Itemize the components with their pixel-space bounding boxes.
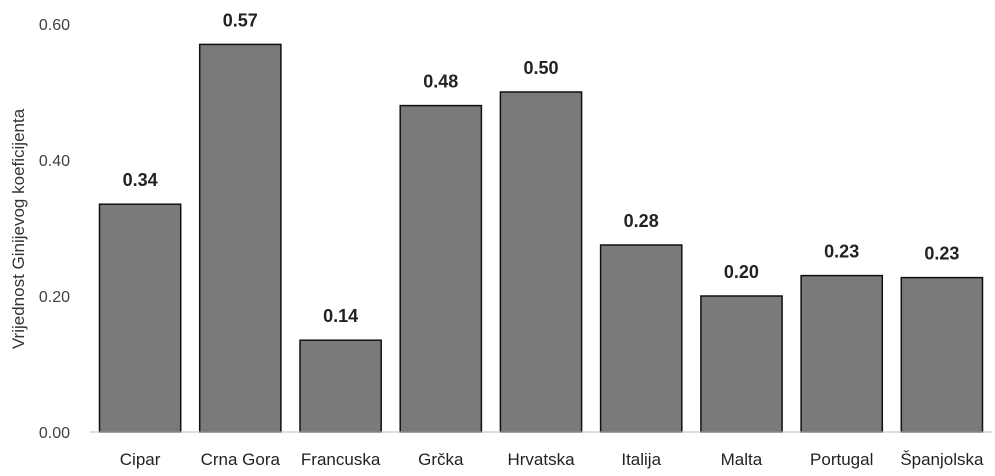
x-tick-label: Crna Gora — [201, 450, 281, 469]
data-label: 0.34 — [123, 170, 158, 190]
x-tick-label: Portugal — [810, 450, 873, 469]
bar-španjolska — [900, 276, 984, 433]
bar-crna-gora — [198, 43, 282, 433]
y-axis: 0.00 0.20 0.40 0.60 — [39, 17, 70, 442]
x-axis: Cipar Crna Gora Francuska Grčka Hrvatska Ital… — [120, 450, 984, 469]
bar-francuska — [299, 339, 382, 433]
bar-grčka — [399, 104, 483, 433]
x-tick-label: Italija — [621, 450, 661, 469]
bar-cipar — [98, 203, 182, 433]
y-tick-label: 0.20 — [39, 289, 70, 306]
y-tick-label: 0.60 — [39, 17, 70, 34]
data-label: 0.14 — [323, 306, 358, 326]
y-tick-label: 0.00 — [39, 425, 70, 442]
y-axis-title: Vrijednost Ginijevog koeficijenta — [9, 108, 28, 349]
bar-malta — [700, 295, 783, 433]
data-label: 0.23 — [924, 244, 959, 264]
x-tick-label: Malta — [721, 450, 763, 469]
data-labels: 0.34 0.57 0.14 0.48 0.50 0.28 0.20 0.23 0.23 — [123, 10, 960, 326]
x-tick-label: Francuska — [301, 450, 381, 469]
bar-italija — [599, 244, 683, 433]
data-label: 0.48 — [423, 72, 458, 92]
bar-portugal — [800, 274, 884, 433]
x-tick-label: Cipar — [120, 450, 161, 469]
data-label: 0.57 — [223, 10, 258, 30]
data-label: 0.50 — [523, 58, 558, 78]
y-tick-label: 0.40 — [39, 153, 70, 170]
x-tick-label: Hrvatska — [507, 450, 575, 469]
data-label: 0.28 — [624, 211, 659, 231]
bar-hrvatska — [499, 91, 583, 433]
bars — [98, 43, 984, 433]
x-tick-label: Grčka — [418, 450, 464, 469]
data-label: 0.23 — [824, 242, 859, 262]
x-tick-label: Španjolska — [900, 450, 984, 469]
data-label: 0.20 — [724, 262, 759, 282]
